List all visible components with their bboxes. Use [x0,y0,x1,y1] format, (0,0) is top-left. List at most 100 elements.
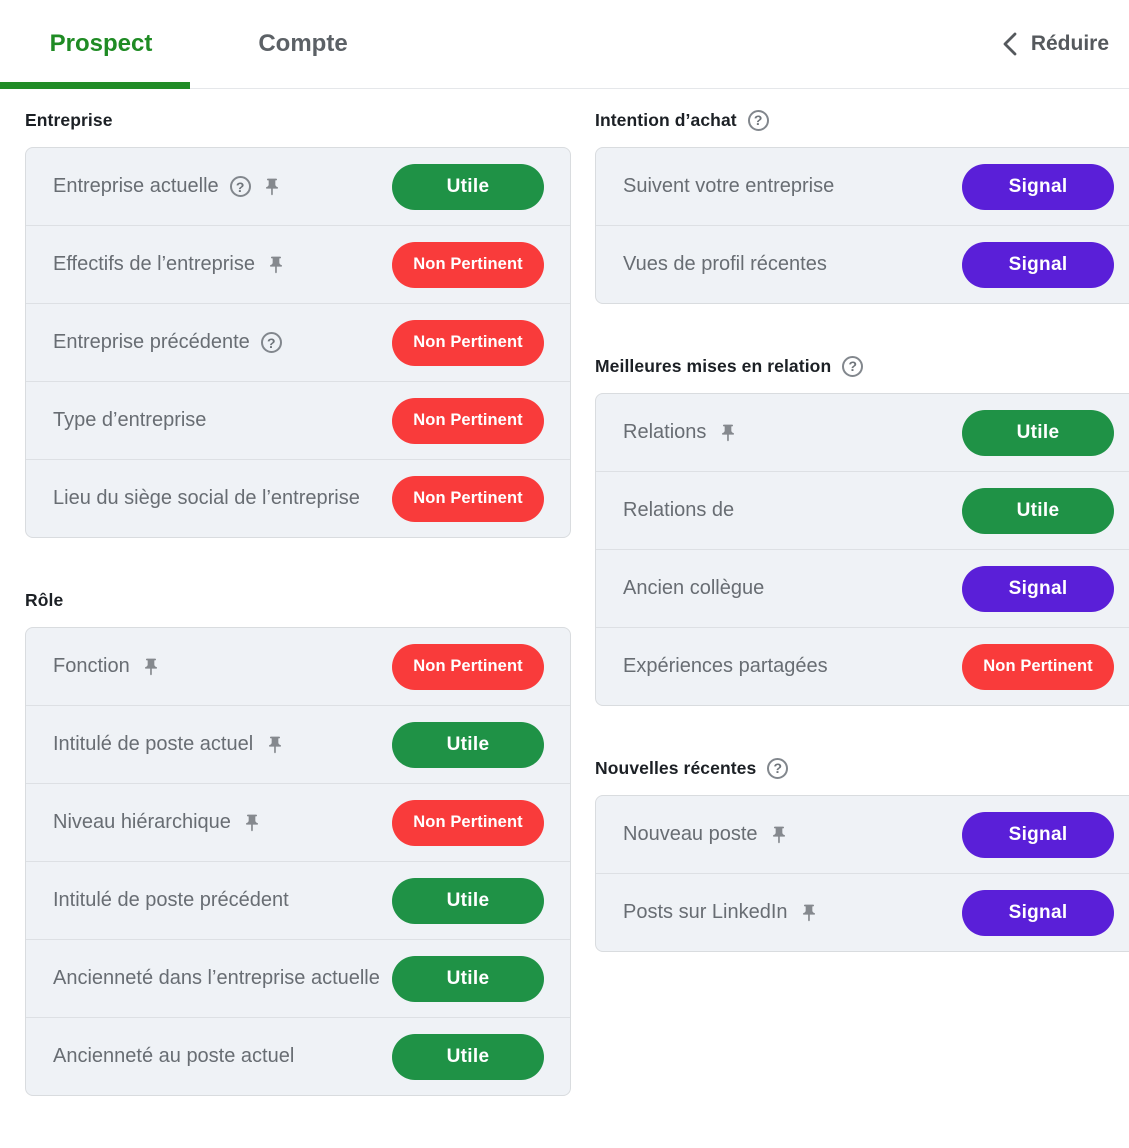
setting-row-fonction: Fonction Non Pertinent [26,628,570,705]
status-pill-signal[interactable]: Signal [962,811,1114,858]
setting-row-nouveau-poste: Nouveau poste Signal [596,796,1129,873]
settings-card: Fonction Non Pertinent Intitulé de poste a… [25,627,571,1096]
setting-row-type-d-entreprise: Type d’entreprise Non Pertinent [26,381,570,459]
pushpin-icon[interactable] [264,734,285,755]
settings-panel: Entreprise Entreprise actuelle? Utile Effec… [0,89,1129,1148]
status-pill-label: Signal [1008,577,1068,599]
row-label: Posts sur LinkedIn [623,901,788,923]
status-pill-utile[interactable]: Utile [392,955,544,1002]
pushpin-icon[interactable] [262,176,283,197]
status-pill-utile[interactable]: Utile [392,877,544,924]
row-label: Ancien collègue [623,577,765,599]
setting-row-lieu-du-siege-social-de-l-entreprise: Lieu du siège social de l’entreprise Non … [26,459,570,537]
pushpin-icon[interactable] [769,824,790,845]
setting-row-anciennete-dans-l-entreprise-actuelle: Ancienneté dans l’entreprise actuelle Uti… [26,939,570,1017]
status-pill-label: Utile [446,733,490,755]
row-left: Niveau hiérarchique [53,811,392,834]
row-left: Entreprise actuelle? [53,175,392,198]
setting-row-niveau-hierarchique: Niveau hiérarchique Non Pertinent [26,783,570,861]
status-pill-utile[interactable]: Utile [962,487,1114,534]
settings-card: Entreprise actuelle? Utile Effectifs de l’… [25,147,571,538]
setting-row-vues-de-profil-recentes: Vues de profil récentes Signal [596,225,1129,303]
status-pill-signal[interactable]: Signal [962,565,1114,612]
row-label: Ancienneté dans l’entreprise actuelle [53,967,380,989]
chevron-left-icon [1001,31,1018,57]
row-label: Fonction [53,655,130,677]
tab-prospect-label: Prospect [49,30,153,57]
left-column: Entreprise Entreprise actuelle? Utile Effec… [25,110,571,1148]
section-role: Rôle Fonction Non Pertinent Intitulé de pos… [25,590,571,1096]
status-pill-non-pertinent[interactable]: Non Pertinent [392,799,544,846]
question-circle-icon[interactable]: ? [842,355,864,377]
status-pill-label: Signal [1008,175,1068,197]
status-pill-label: Utile [1016,499,1060,521]
status-pill-signal[interactable]: Signal [962,889,1114,936]
section-title: Nouvelles récentes [595,757,757,778]
row-left: Ancienneté au poste actuel [53,1045,392,1068]
status-pill-utile[interactable]: Utile [392,1033,544,1080]
status-pill-signal[interactable]: Signal [962,241,1114,288]
row-left: Vues de profil récentes [623,253,962,276]
status-pill-utile[interactable]: Utile [392,721,544,768]
row-label: Intitulé de poste actuel [53,733,254,755]
section-header: Nouvelles récentes? [595,757,1129,779]
setting-row-entreprise-actuelle: Entreprise actuelle? Utile [26,148,570,225]
section-intention-d-achat: Intention d’achat? Suivent votre entrepri… [595,109,1129,304]
status-pill-non-pertinent[interactable]: Non Pertinent [392,319,544,366]
question-circle-icon[interactable]: ? [260,332,282,353]
section-header: Intention d’achat? [595,109,1129,131]
row-label: Vues de profil récentes [623,253,827,275]
status-pill-label: Non Pertinent [413,255,523,273]
row-left: Relations [623,421,962,444]
setting-row-experiences-partagees: Expériences partagées Non Pertinent [596,627,1129,705]
row-left: Fonction [53,655,392,678]
status-pill-signal[interactable]: Signal [962,163,1114,210]
status-pill-non-pertinent[interactable]: Non Pertinent [392,643,544,690]
section-nouvelles-recentes: Nouvelles récentes? Nouveau poste Signal Po… [595,757,1129,952]
status-pill-non-pertinent[interactable]: Non Pertinent [392,475,544,522]
status-pill-label: Signal [1008,823,1068,845]
row-left: Relations de [623,499,962,522]
row-label: Suivent votre entreprise [623,175,835,197]
status-pill-label: Utile [446,1045,490,1067]
status-pill-label: Signal [1008,901,1068,923]
row-label: Relations de [623,499,735,521]
question-circle-icon[interactable]: ? [229,176,251,197]
row-left: Ancienneté dans l’entreprise actuelle [53,967,392,990]
status-pill-non-pertinent[interactable]: Non Pertinent [392,241,544,288]
status-pill-utile[interactable]: Utile [962,409,1114,456]
row-label: Effectifs de l’entreprise [53,253,255,275]
tab-prospect[interactable]: Prospect [0,0,202,89]
question-circle-icon[interactable]: ? [767,757,789,779]
setting-row-intitule-de-poste-actuel: Intitulé de poste actuel Utile [26,705,570,783]
row-label: Entreprise actuelle [53,175,219,197]
status-pill-non-pertinent[interactable]: Non Pertinent [962,643,1114,690]
setting-row-anciennete-au-poste-actuel: Ancienneté au poste actuel Utile [26,1017,570,1095]
section-entreprise: Entreprise Entreprise actuelle? Utile Effec… [25,110,571,538]
status-pill-label: Non Pertinent [413,411,523,429]
setting-row-intitule-de-poste-precedent: Intitulé de poste précédent Utile [26,861,570,939]
pushpin-icon[interactable] [717,422,738,443]
pushpin-icon[interactable] [266,254,287,275]
status-pill-label: Non Pertinent [413,333,523,351]
section-title: Intention d’achat [595,109,737,130]
status-pill-label: Utile [446,175,490,197]
status-pill-non-pertinent[interactable]: Non Pertinent [392,397,544,444]
row-label: Niveau hiérarchique [53,811,231,833]
section-header: Meilleures mises en relation? [595,355,1129,377]
status-pill-label: Utile [446,889,490,911]
pushpin-icon[interactable] [242,812,263,833]
pushpin-icon[interactable] [799,902,820,923]
question-circle-icon[interactable]: ? [747,109,769,131]
setting-row-entreprise-precedente: Entreprise précédente? Non Pertinent [26,303,570,381]
row-label: Nouveau poste [623,823,758,845]
pushpin-icon[interactable] [141,656,162,677]
status-pill-utile[interactable]: Utile [392,163,544,210]
tab-compte[interactable]: Compte [202,0,404,88]
settings-card: Nouveau poste Signal Posts sur LinkedIn Sig… [595,795,1129,952]
section-title: Entreprise [25,109,113,130]
collapse-button[interactable]: Réduire [999,25,1111,63]
collapse-label: Réduire [1030,32,1109,55]
right-column: Intention d’achat? Suivent votre entrepri… [595,109,1129,1004]
row-label: Relations [623,421,707,443]
